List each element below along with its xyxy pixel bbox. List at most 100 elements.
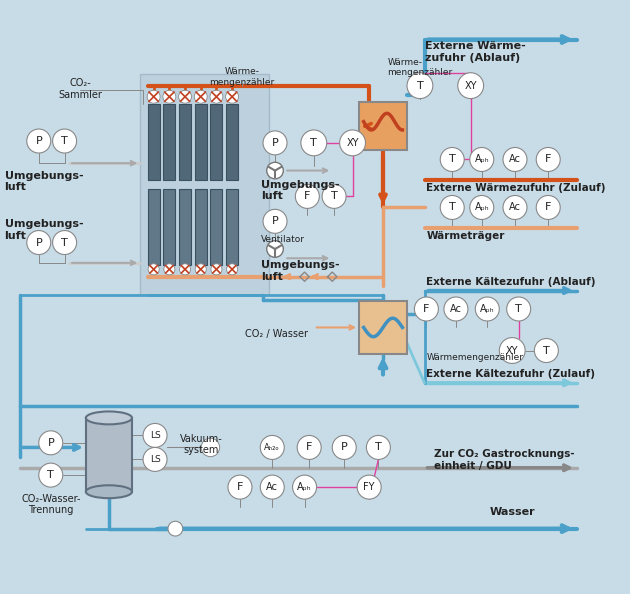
Bar xyxy=(359,102,407,150)
Circle shape xyxy=(260,435,284,459)
Bar xyxy=(179,104,191,180)
Circle shape xyxy=(228,475,252,499)
Text: Wärmemengenzähler: Wärmemengenzähler xyxy=(427,353,524,362)
Text: Umgebungs-
luft: Umgebungs- luft xyxy=(4,219,83,241)
Circle shape xyxy=(168,522,183,536)
Bar xyxy=(195,189,207,265)
Circle shape xyxy=(301,130,327,156)
Text: T: T xyxy=(311,138,317,148)
Text: Aₕ₂ₒ: Aₕ₂ₒ xyxy=(265,443,280,452)
Text: T: T xyxy=(47,470,54,480)
Circle shape xyxy=(415,297,438,321)
Text: P: P xyxy=(35,238,42,248)
Text: Aₚₕ: Aₚₕ xyxy=(474,203,489,213)
Text: XY: XY xyxy=(506,346,518,356)
Circle shape xyxy=(195,264,206,275)
Text: T: T xyxy=(449,154,455,165)
Text: XY: XY xyxy=(346,138,359,148)
Text: T: T xyxy=(61,238,68,248)
Circle shape xyxy=(536,147,560,172)
Circle shape xyxy=(536,195,560,219)
Circle shape xyxy=(458,72,484,99)
Circle shape xyxy=(340,130,365,156)
Circle shape xyxy=(260,475,284,499)
Circle shape xyxy=(367,435,391,459)
Circle shape xyxy=(266,162,284,179)
Text: XY: XY xyxy=(464,81,477,91)
Circle shape xyxy=(357,475,381,499)
Text: CO₂-
Sammler: CO₂- Sammler xyxy=(59,78,102,100)
Bar xyxy=(210,189,222,265)
Circle shape xyxy=(147,90,160,103)
Circle shape xyxy=(263,209,287,233)
Bar xyxy=(86,418,132,492)
Circle shape xyxy=(292,475,316,499)
Bar xyxy=(147,189,159,265)
Circle shape xyxy=(470,147,494,172)
Circle shape xyxy=(507,297,530,321)
Circle shape xyxy=(143,447,167,472)
Text: LS: LS xyxy=(150,455,161,464)
Circle shape xyxy=(39,431,63,455)
Text: Umgebungs-
luft: Umgebungs- luft xyxy=(4,170,83,192)
Bar xyxy=(195,104,207,180)
Text: F: F xyxy=(545,154,551,165)
Text: F: F xyxy=(304,191,311,201)
Circle shape xyxy=(470,195,494,219)
Circle shape xyxy=(475,297,500,321)
Circle shape xyxy=(143,424,167,447)
Text: P: P xyxy=(272,138,278,148)
Bar xyxy=(163,189,175,265)
Circle shape xyxy=(440,147,464,172)
Text: T: T xyxy=(449,203,455,213)
Circle shape xyxy=(407,72,433,99)
Text: Wärmeträger: Wärmeträger xyxy=(427,232,505,242)
Ellipse shape xyxy=(86,412,132,424)
Bar xyxy=(210,104,222,180)
Bar xyxy=(179,189,191,265)
Bar xyxy=(163,104,175,180)
Bar xyxy=(140,74,270,295)
Text: P: P xyxy=(47,438,54,448)
Text: Aₚₕ: Aₚₕ xyxy=(297,482,312,492)
Circle shape xyxy=(53,129,77,153)
Text: T: T xyxy=(515,304,522,314)
Text: T: T xyxy=(61,136,68,146)
Circle shape xyxy=(164,264,175,275)
Text: FY: FY xyxy=(364,482,375,492)
Text: Umgebungs-
luft: Umgebungs- luft xyxy=(261,260,340,282)
Circle shape xyxy=(53,230,77,255)
Text: Zur CO₂ Gastrocknungs-
einheit / GDU: Zur CO₂ Gastrocknungs- einheit / GDU xyxy=(434,449,575,471)
Text: P: P xyxy=(272,216,278,226)
Text: Vakuum-
system: Vakuum- system xyxy=(180,434,222,455)
Circle shape xyxy=(332,435,356,459)
Text: CO₂ / Wasser: CO₂ / Wasser xyxy=(245,329,308,339)
Circle shape xyxy=(266,241,284,257)
Text: Externe Kältezufuhr (Ablauf): Externe Kältezufuhr (Ablauf) xyxy=(427,277,596,287)
Circle shape xyxy=(148,264,159,275)
Text: F: F xyxy=(423,304,430,314)
Text: Aᴄ: Aᴄ xyxy=(509,154,521,165)
Text: P: P xyxy=(35,136,42,146)
Text: F: F xyxy=(306,443,312,453)
Text: Aᴄ: Aᴄ xyxy=(450,304,462,314)
Text: Ventilator: Ventilator xyxy=(261,235,305,244)
Circle shape xyxy=(39,463,63,487)
Circle shape xyxy=(500,337,525,364)
Text: P: P xyxy=(341,443,348,453)
Circle shape xyxy=(210,90,223,103)
Bar xyxy=(226,104,238,180)
Circle shape xyxy=(440,195,464,219)
Text: T: T xyxy=(375,443,382,453)
Circle shape xyxy=(227,264,238,275)
Text: T: T xyxy=(416,81,423,91)
Circle shape xyxy=(503,195,527,219)
Text: Aᴄ: Aᴄ xyxy=(509,203,521,213)
Circle shape xyxy=(534,339,558,362)
Circle shape xyxy=(297,435,321,459)
Text: Externe Kältezufuhr (Zulauf): Externe Kältezufuhr (Zulauf) xyxy=(427,369,595,379)
Circle shape xyxy=(263,131,287,155)
Text: T: T xyxy=(331,191,338,201)
Circle shape xyxy=(26,129,51,153)
Text: LS: LS xyxy=(150,431,161,440)
